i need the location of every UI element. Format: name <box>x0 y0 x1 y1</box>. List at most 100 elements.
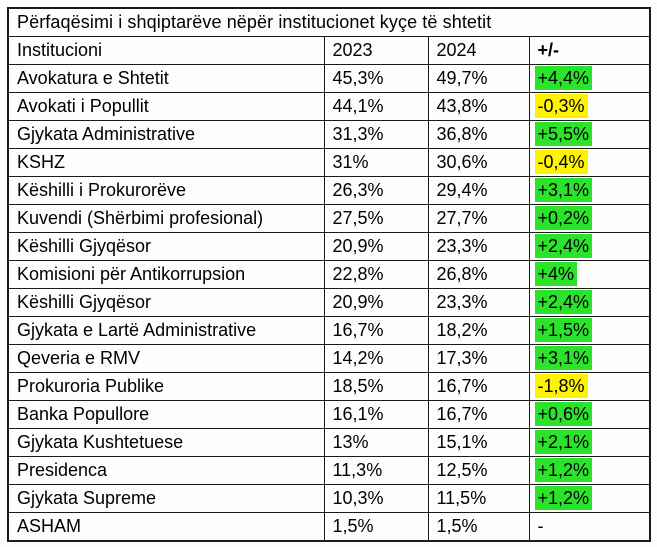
value-2024-cell: 18,2% <box>427 316 530 345</box>
table-row: Qeveria e RMV 14,2% 17,3% +3,1% <box>7 344 651 373</box>
table-row: Gjykata Administrative 31,3% 36,8% +5,5% <box>7 120 651 149</box>
table-row: Kuvendi (Shërbimi profesional) 27,5% 27,7%… <box>7 204 651 233</box>
table-row: Avokatura e Shtetit 45,3% 49,7% +4,4% <box>7 64 651 93</box>
institution-cell: Avokati i Popullit <box>7 92 325 121</box>
value-2024-cell: 43,8% <box>427 92 530 121</box>
institution-cell: Gjykata Supreme <box>7 484 325 513</box>
value-2023-cell: 45,3% <box>323 64 429 93</box>
table-row: Këshilli Gjyqësor 20,9% 23,3% +2,4% <box>7 288 651 317</box>
delta-highlight: +3,1% <box>534 346 593 370</box>
institution-cell: ASHAM <box>7 512 325 542</box>
delta-highlight: -1,8% <box>534 374 588 398</box>
delta-cell: +2,4% <box>528 232 651 261</box>
delta-cell: +3,1% <box>528 176 651 205</box>
value-2023-cell: 16,7% <box>323 316 429 345</box>
delta-cell: +1,2% <box>528 484 651 513</box>
column-header-delta: +/- <box>528 36 651 65</box>
institution-cell: Këshilli Gjyqësor <box>7 288 325 317</box>
column-header-institution: Institucioni <box>7 36 325 65</box>
delta-highlight: +1,2% <box>534 486 593 510</box>
table-row: Avokati i Popullit 44,1% 43,8% -0,3% <box>7 92 651 121</box>
delta-cell: +4% <box>528 260 651 289</box>
value-2024-cell: 27,7% <box>427 204 530 233</box>
value-2023-cell: 11,3% <box>323 456 429 485</box>
delta-cell: +0,2% <box>528 204 651 233</box>
value-2024-cell: 26,8% <box>427 260 530 289</box>
column-header-2023: 2023 <box>323 36 429 65</box>
representation-table: Përfaqësimi i shqiptarëve nëpër instituc… <box>7 7 652 542</box>
value-2023-cell: 16,1% <box>323 400 429 429</box>
delta-highlight: +4% <box>534 262 578 286</box>
delta-cell: +3,1% <box>528 344 651 373</box>
delta-cell: -0,3% <box>528 92 651 121</box>
delta-cell: -0,4% <box>528 148 651 177</box>
table-row: ASHAM 1,5% 1,5% - <box>7 512 651 542</box>
delta-highlight: +0,2% <box>534 206 593 230</box>
institution-cell: Banka Popullore <box>7 400 325 429</box>
delta-cell: +0,6% <box>528 400 651 429</box>
delta-highlight: +5,5% <box>534 122 593 146</box>
value-2023-cell: 10,3% <box>323 484 429 513</box>
delta-highlight: -0,4% <box>534 150 588 174</box>
delta-highlight: -0,3% <box>534 94 588 118</box>
delta-cell: -1,8% <box>528 372 651 401</box>
delta-highlight: +1,5% <box>534 318 593 342</box>
value-2023-cell: 22,8% <box>323 260 429 289</box>
delta-highlight: +0,6% <box>534 402 593 426</box>
delta-cell: - <box>528 512 651 542</box>
delta-highlight: +2,4% <box>534 234 593 258</box>
table-row: Gjykata Kushtetuese 13% 15,1% +2,1% <box>7 428 651 457</box>
table-row: Prokuroria Publike 18,5% 16,7% -1,8% <box>7 372 651 401</box>
value-2023-cell: 18,5% <box>323 372 429 401</box>
institution-cell: Gjykata Kushtetuese <box>7 428 325 457</box>
value-2023-cell: 1,5% <box>323 512 429 542</box>
table-row: Gjykata e Lartë Administrative 16,7% 18,2%… <box>7 316 651 345</box>
delta-highlight: - <box>537 516 544 536</box>
value-2023-cell: 13% <box>323 428 429 457</box>
institution-cell: Gjykata e Lartë Administrative <box>7 316 325 345</box>
column-header-2024: 2024 <box>427 36 530 65</box>
institution-cell: Këshilli i Prokurorëve <box>7 176 325 205</box>
institution-cell: Kuvendi (Shërbimi profesional) <box>7 204 325 233</box>
delta-cell: +5,5% <box>528 120 651 149</box>
table-row: Këshilli i Prokurorëve 26,3% 29,4% +3,1% <box>7 176 651 205</box>
value-2023-cell: 20,9% <box>323 232 429 261</box>
table-row: Këshilli Gjyqësor 20,9% 23,3% +2,4% <box>7 232 651 261</box>
institution-cell: Komisioni për Antikorrupsion <box>7 260 325 289</box>
value-2024-cell: 30,6% <box>427 148 530 177</box>
value-2023-cell: 20,9% <box>323 288 429 317</box>
table-row: Gjykata Supreme 10,3% 11,5% +1,2% <box>7 484 651 513</box>
institution-cell: Qeveria e RMV <box>7 344 325 373</box>
header-row: Institucioni 2023 2024 +/- <box>7 36 651 65</box>
delta-highlight: +2,4% <box>534 290 593 314</box>
table-row: Presidenca 11,3% 12,5% +1,2% <box>7 456 651 485</box>
value-2024-cell: 12,5% <box>427 456 530 485</box>
institution-cell: Avokatura e Shtetit <box>7 64 325 93</box>
value-2024-cell: 11,5% <box>427 484 530 513</box>
delta-highlight: +3,1% <box>534 178 593 202</box>
delta-cell: +2,4% <box>528 288 651 317</box>
delta-cell: +2,1% <box>528 428 651 457</box>
value-2024-cell: 29,4% <box>427 176 530 205</box>
value-2024-cell: 15,1% <box>427 428 530 457</box>
table-row: Komisioni për Antikorrupsion 22,8% 26,8% +4… <box>7 260 651 289</box>
value-2024-cell: 17,3% <box>427 344 530 373</box>
institution-cell: Prokuroria Publike <box>7 372 325 401</box>
table-row: Banka Popullore 16,1% 16,7% +0,6% <box>7 400 651 429</box>
delta-highlight: +4,4% <box>534 66 593 90</box>
value-2024-cell: 23,3% <box>427 232 530 261</box>
delta-cell: +4,4% <box>528 64 651 93</box>
table-title: Përfaqësimi i shqiptarëve nëpër instituc… <box>7 7 651 37</box>
institution-cell: Gjykata Administrative <box>7 120 325 149</box>
value-2024-cell: 49,7% <box>427 64 530 93</box>
delta-highlight: +2,1% <box>534 430 593 454</box>
institution-cell: KSHZ <box>7 148 325 177</box>
value-2023-cell: 31% <box>323 148 429 177</box>
delta-cell: +1,2% <box>528 456 651 485</box>
title-row: Përfaqësimi i shqiptarëve nëpër instituc… <box>7 7 651 37</box>
value-2023-cell: 26,3% <box>323 176 429 205</box>
institution-cell: Presidenca <box>7 456 325 485</box>
value-2023-cell: 44,1% <box>323 92 429 121</box>
value-2024-cell: 16,7% <box>427 400 530 429</box>
